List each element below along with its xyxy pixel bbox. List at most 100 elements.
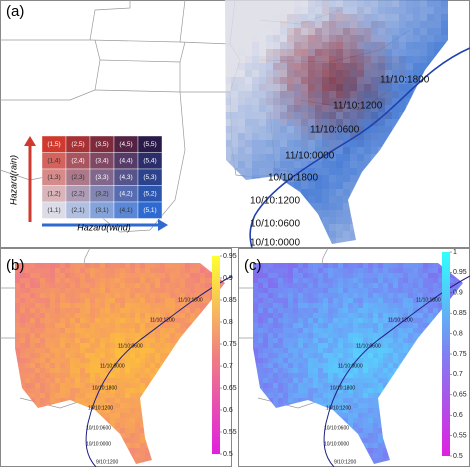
heat-cell: [175, 298, 180, 303]
heat-cell: [125, 388, 130, 393]
heat-cell: [268, 353, 273, 358]
heat-cell: [441, 196, 448, 203]
heat-cell: [70, 263, 75, 268]
heat-cell: [225, 0, 231, 7]
heat-cell: [463, 338, 468, 343]
heat-cell: [288, 448, 293, 453]
heat-cell: [258, 423, 263, 428]
heat-cell: [363, 363, 368, 368]
heat-cell: [60, 453, 65, 458]
heat-cell: [418, 263, 423, 268]
heat-cell: [165, 393, 170, 398]
heat-cell: [195, 418, 200, 423]
heat-cell: [238, 105, 245, 112]
heat-cell: [458, 298, 463, 303]
heat-cell: [45, 328, 50, 333]
heat-cell: [95, 388, 100, 393]
heat-cell: [195, 298, 200, 303]
heat-cell: [301, 189, 308, 196]
heat-cell: [350, 147, 357, 154]
heat-cell: [336, 182, 343, 189]
colorbar-tick-label: 0.55: [223, 429, 237, 436]
heat-cell: [258, 383, 263, 388]
heat-cell: [50, 353, 55, 358]
heat-cell: [253, 378, 258, 383]
heat-cell: [385, 126, 392, 133]
heat-cell: [448, 217, 455, 224]
heat-cell: [100, 368, 105, 373]
heat-cell: [338, 268, 343, 273]
heat-cell: [185, 288, 190, 293]
heat-cell: [180, 453, 185, 458]
heat-cell: [248, 348, 253, 353]
heat-cell: [348, 298, 353, 303]
heat-cell: [343, 154, 350, 161]
heat-cell: [278, 373, 283, 378]
heat-cell: [288, 328, 293, 333]
heat-cell: [110, 318, 115, 323]
heat-cell: [25, 428, 30, 433]
heat-cell: [165, 413, 170, 418]
heat-cell: [336, 28, 343, 35]
heat-cell: [263, 368, 268, 373]
heat-cell: [85, 368, 90, 373]
heat-cell: [70, 373, 75, 378]
heat-cell: [428, 428, 433, 433]
heat-cell: [294, 168, 301, 175]
heat-cell: [418, 443, 423, 448]
heat-cell: [318, 453, 323, 458]
heat-cell: [180, 358, 185, 363]
heat-cell: [25, 303, 30, 308]
heat-cell: [30, 368, 35, 373]
heat-cell: [205, 358, 210, 363]
heat-cell: [403, 308, 408, 313]
heat-cell: [65, 283, 70, 288]
heat-cell: [336, 14, 343, 21]
heat-cell: [371, 147, 378, 154]
heat-cell: [120, 373, 125, 378]
heat-cell: [364, 238, 371, 244]
heat-cell: [268, 438, 273, 443]
heat-cell: [195, 318, 200, 323]
heat-cell: [338, 348, 343, 353]
heat-cell: [301, 161, 308, 168]
heat-cell: [313, 273, 318, 278]
heat-cell: [273, 283, 278, 288]
heat-cell: [220, 308, 225, 313]
heat-cell: [293, 328, 298, 333]
heat-cell: [427, 161, 434, 168]
heat-cell: [308, 126, 315, 133]
heat-cell: [357, 175, 364, 182]
heat-cell: [357, 35, 364, 42]
heat-cell: [418, 363, 423, 368]
heat-cell: [180, 333, 185, 338]
heat-cell: [408, 338, 413, 343]
heat-cell: [358, 458, 363, 463]
heat-cell: [353, 273, 358, 278]
heat-cell: [130, 298, 135, 303]
heat-cell: [420, 112, 427, 119]
heat-cell: [195, 268, 200, 273]
heat-cell: [463, 398, 468, 403]
heat-cell: [268, 413, 273, 418]
heat-cell: [413, 448, 418, 453]
heat-cell: [413, 268, 418, 273]
heat-cell: [287, 21, 294, 28]
heat-cell: [195, 433, 200, 438]
heat-cell: [85, 388, 90, 393]
heat-cell: [371, 161, 378, 168]
heat-cell: [155, 328, 160, 333]
heat-cell: [180, 378, 185, 383]
heat-cell: [45, 258, 50, 263]
heat-cell: [371, 56, 378, 63]
heat-cell: [60, 333, 65, 338]
heat-cell: [283, 363, 288, 368]
heat-cell: [328, 363, 333, 368]
heat-cell: [413, 408, 418, 413]
heat-cell: [373, 263, 378, 268]
heat-cell: [35, 403, 40, 408]
heat-cell: [448, 196, 455, 203]
heat-cell: [85, 373, 90, 378]
heat-cell: [190, 303, 195, 308]
heat-cell: [441, 147, 448, 154]
